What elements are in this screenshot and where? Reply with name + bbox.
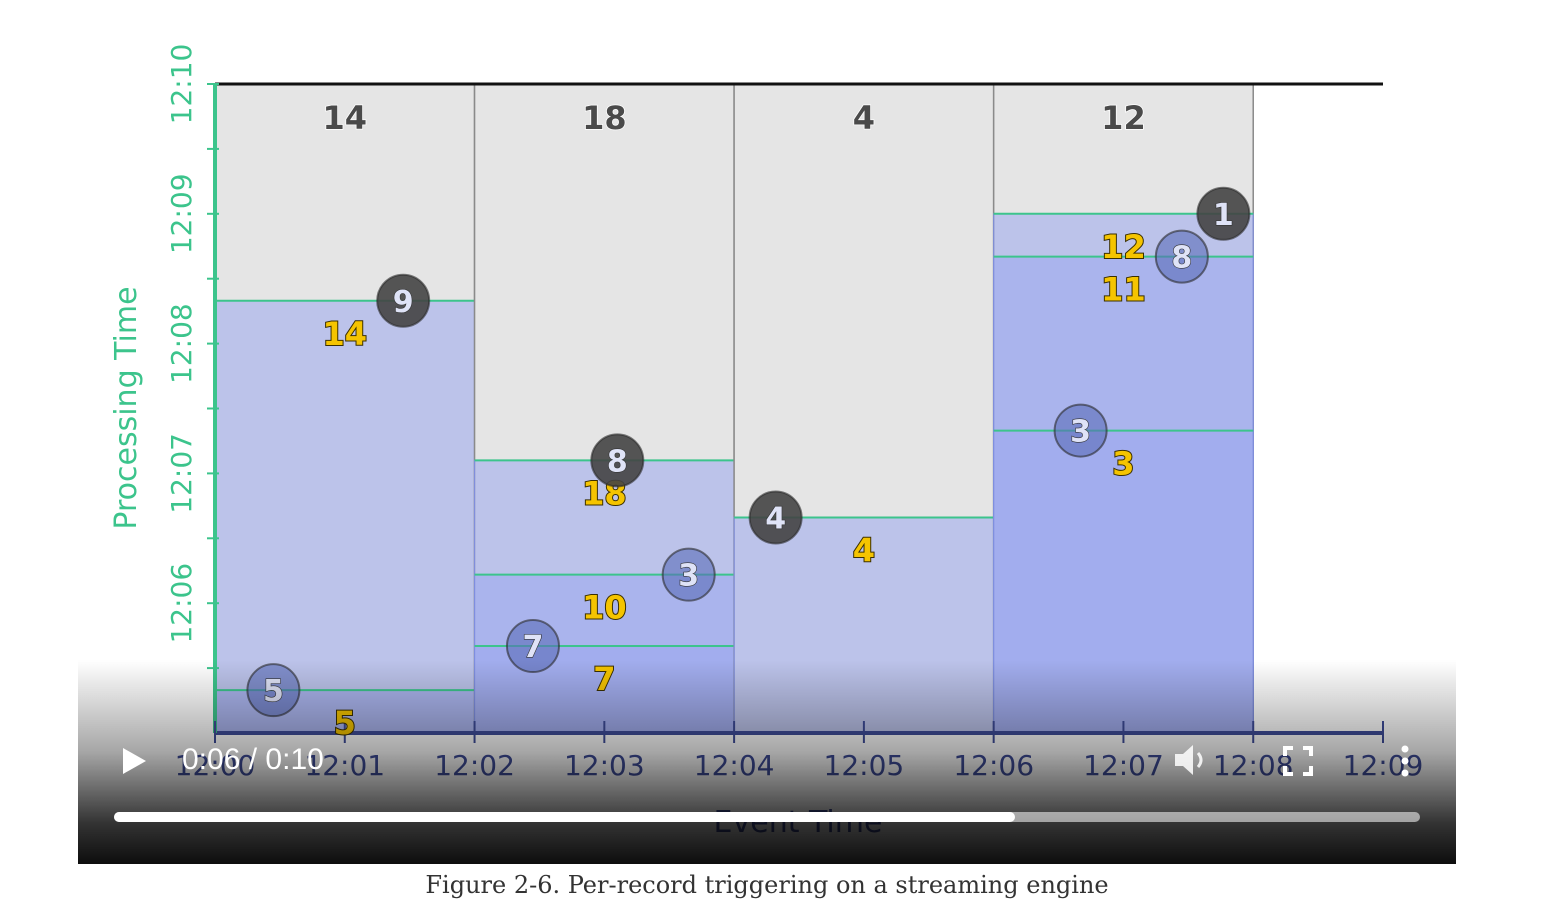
record-marble [661,547,716,602]
y-tick-label: 12:10 [165,44,198,125]
more-options-button[interactable] [1394,742,1416,780]
more-vert-icon [1401,745,1409,777]
record-marble-label: 5 [263,674,284,709]
record-marble [1196,186,1251,241]
x-tick-label: 12:03 [564,749,645,782]
record-marble [748,490,803,545]
x-axis-label: Event Time [714,805,883,840]
y-tick-label: 12:08 [165,303,198,384]
play-button[interactable] [114,742,154,780]
current-time: 0:06 [182,743,241,776]
record-marble-label: 3 [678,559,699,594]
x-tick-label: 12:02 [434,749,515,782]
trigger-output-label: 7 [593,660,615,698]
trigger-output-label: 14 [323,315,368,353]
trigger-output-label: 4 [853,532,875,570]
y-tick-label: 12:07 [165,433,198,514]
volume-icon [1175,745,1203,775]
duration: 0:10 [265,743,324,776]
record-marble [1154,229,1209,284]
trigger-pane [214,300,476,734]
x-tick-label: 12:05 [824,749,905,782]
trigger-output-label: 3 [1112,445,1134,483]
record-marble-label: 3 [1070,415,1091,450]
record-marble-label: 8 [1171,241,1192,276]
fullscreen-button[interactable] [1279,742,1317,780]
y-tick-label: 12:09 [165,173,198,254]
record-marble-label: 8 [607,444,628,479]
record-marble [376,273,431,328]
progress-fill [114,812,1016,822]
trigger-output-label: 11 [1101,271,1146,309]
y-tick-label: 12:06 [165,563,198,644]
record-marble [1053,403,1108,458]
fullscreen-icon [1283,746,1313,776]
window-total-label: 18 [582,99,627,137]
record-marble-label: 4 [765,502,786,537]
x-tick-label: 12:07 [1083,749,1164,782]
record-marble [590,433,645,488]
volume-button[interactable] [1171,740,1211,780]
figure-caption: Figure 2-6. Per-record triggering on a s… [425,871,1109,899]
record-marble-label: 9 [393,285,414,320]
play-icon [123,748,146,774]
window-total-label: 4 [853,99,875,137]
time-display: 0:06 / 0:10 [182,742,324,778]
record-marble-label: 1 [1213,198,1234,233]
record-marble-label: 7 [523,630,544,665]
trigger-output-label: 12 [1101,228,1146,266]
y-axis-label: Processing Time [109,286,144,529]
window-total-label: 14 [323,99,368,137]
progress-bar[interactable] [114,812,1420,822]
time-separator: / [248,743,258,776]
x-tick-label: 12:04 [694,749,775,782]
chart: 12:00 12:01 12:02 12:03 12:04 12:05 12:06 12:07… [109,44,1423,840]
trigger-output-label: 10 [582,589,627,627]
trigger-output-label: 5 [334,704,356,742]
window-total-label: 12 [1101,99,1146,137]
video-player[interactable]: 12:00 12:01 12:02 12:03 12:04 12:05 12:06 12:07… [78,0,1456,864]
x-tick-label: 12:06 [953,749,1034,782]
